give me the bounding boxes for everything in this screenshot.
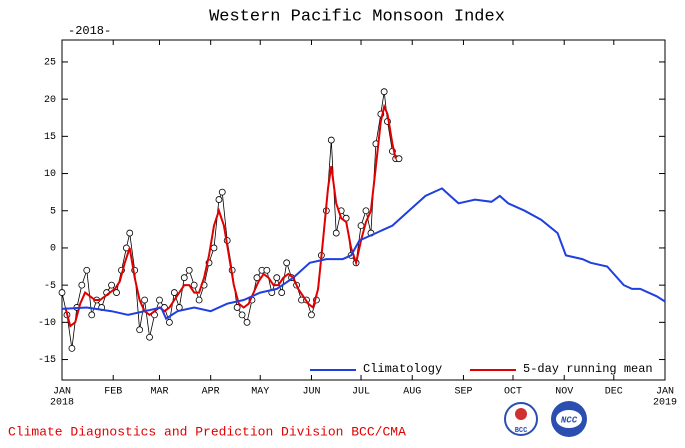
data-point xyxy=(126,229,134,237)
x-tick-label: SEP xyxy=(454,387,472,398)
data-point xyxy=(78,281,86,289)
data-point xyxy=(210,244,218,252)
series-line xyxy=(61,187,666,321)
y-tick-label: 0 xyxy=(50,244,56,255)
series-line xyxy=(64,103,397,328)
data-point xyxy=(170,289,178,296)
chart-title: Western Pacific Monsoon Index xyxy=(209,7,505,26)
data-point xyxy=(195,296,203,304)
data-point xyxy=(185,266,193,274)
year-label: 2019 xyxy=(653,398,677,409)
x-tick-label: AUG xyxy=(403,387,421,398)
footer: Climate Diagnostics and Prediction Divis… xyxy=(8,424,406,439)
x-tick-label: NOV xyxy=(555,387,573,398)
data-point xyxy=(156,296,163,304)
x-tick-label: JUN xyxy=(302,387,320,398)
data-point xyxy=(136,326,144,334)
data-point xyxy=(357,222,365,230)
legend-label: Climatology xyxy=(363,362,442,376)
data-point xyxy=(68,344,76,352)
data-point xyxy=(113,289,120,296)
data-point xyxy=(283,259,291,267)
x-tick-label: JAN xyxy=(656,387,674,398)
logo-ncc: NCC xyxy=(551,401,587,437)
chart-subtitle: -2018- xyxy=(68,24,111,38)
y-tick-label: 10 xyxy=(44,169,56,180)
data-point xyxy=(146,333,153,341)
x-tick-label: JUL xyxy=(352,387,370,398)
x-tick-label: MAY xyxy=(251,387,269,398)
y-tick-label: 15 xyxy=(44,132,56,143)
data-point xyxy=(238,311,246,319)
data-point xyxy=(395,155,403,163)
data-point xyxy=(278,289,286,296)
data-point xyxy=(215,196,223,203)
data-point xyxy=(218,188,226,196)
year-label: 2018 xyxy=(50,398,74,409)
x-tick-label: MAR xyxy=(150,387,168,398)
svg-text:NCC: NCC xyxy=(561,415,578,425)
legend-label: 5-day running mean xyxy=(523,362,653,376)
data-point xyxy=(273,274,281,282)
data-point xyxy=(83,266,91,274)
x-tick-label: JAN xyxy=(53,387,71,398)
data-point xyxy=(58,289,66,296)
data-point xyxy=(190,281,198,289)
x-tick-label: FEB xyxy=(104,387,122,398)
svg-text:BCC: BCC xyxy=(515,427,528,435)
x-tick-label: APR xyxy=(202,387,220,398)
y-tick-label: -15 xyxy=(38,355,56,366)
data-point xyxy=(165,318,173,326)
y-tick-label: -5 xyxy=(44,281,56,292)
y-tick-label: 20 xyxy=(44,95,56,106)
data-point xyxy=(180,274,188,282)
data-point xyxy=(380,88,388,96)
data-point xyxy=(108,281,115,289)
y-tick-label: 5 xyxy=(50,206,56,217)
data-point xyxy=(141,296,149,304)
y-tick-label: -10 xyxy=(38,318,56,329)
data-point xyxy=(88,311,96,319)
x-tick-label: OCT xyxy=(504,387,522,398)
logo-bcc: BCC xyxy=(504,402,538,436)
data-point xyxy=(332,229,340,237)
data-point xyxy=(327,136,335,144)
data-point xyxy=(308,311,315,319)
x-tick-label: DEC xyxy=(605,387,623,398)
data-point xyxy=(263,266,271,274)
data-point xyxy=(243,318,251,326)
y-tick-label: 25 xyxy=(44,58,56,69)
data-point xyxy=(233,304,241,311)
data-point xyxy=(362,207,370,215)
plot-frame xyxy=(61,39,666,381)
